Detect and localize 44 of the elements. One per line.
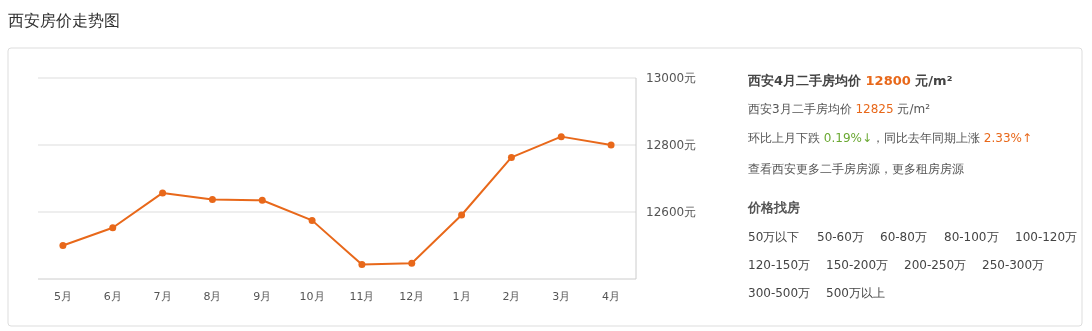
y-tick-label: 12600元: [646, 205, 697, 220]
x-tick-label: 4月: [602, 290, 621, 303]
x-tick-label: 2月: [502, 290, 521, 303]
point: [308, 216, 316, 224]
text: 150-200万: [826, 258, 889, 272]
point: [507, 153, 515, 161]
point: [59, 242, 67, 249]
text: 50万以下: [748, 230, 800, 244]
x-tick-label: 6月: [103, 290, 122, 303]
text: 100-120万: [1015, 230, 1078, 244]
text: 60-80万: [880, 230, 927, 244]
x-tick-label: 1月: [452, 290, 471, 303]
y-tick-label: 12800元: [646, 138, 697, 153]
point: [358, 261, 366, 269]
x-tick-label: 5月: [53, 290, 72, 303]
text: 西安3月二手房均价 12825 元/m²: [748, 102, 931, 116]
point: [258, 196, 266, 204]
text: 200-250万: [904, 258, 967, 272]
x-tick-label: 3月: [552, 290, 571, 303]
x-tick-label: 9月: [253, 290, 272, 303]
x-tick-label: 11月: [349, 290, 375, 303]
point: [109, 224, 117, 232]
text: 价格找房: [747, 200, 800, 215]
text: 300-500万: [748, 286, 811, 300]
y-tick-label: 13000元: [646, 71, 697, 86]
text: 50-60万: [817, 230, 864, 244]
text: 120-150万: [748, 258, 811, 272]
point: [159, 189, 167, 197]
chart-title: 西安房价走势图: [8, 11, 120, 30]
text: 250-300万: [982, 258, 1045, 272]
text: 环比上月下跌 0.19%↓，同比去年同期上涨 2.33%↑: [748, 131, 1033, 145]
point: [458, 211, 466, 219]
x-tick-label: 10月: [299, 290, 325, 303]
x-tick-label: 7月: [153, 290, 172, 303]
point: [408, 259, 416, 267]
point: [607, 141, 615, 149]
point: [208, 196, 216, 204]
x-tick-label: 12月: [399, 290, 425, 303]
text: 80-100万: [944, 230, 999, 244]
x-tick-label: 8月: [203, 290, 222, 303]
text: 500万以上: [826, 286, 885, 300]
point: [557, 133, 565, 141]
text: 西安4月二手房均价 12800 元/m²: [747, 73, 953, 88]
text: 查看西安更多二手房房源，更多租房房源: [748, 162, 964, 176]
